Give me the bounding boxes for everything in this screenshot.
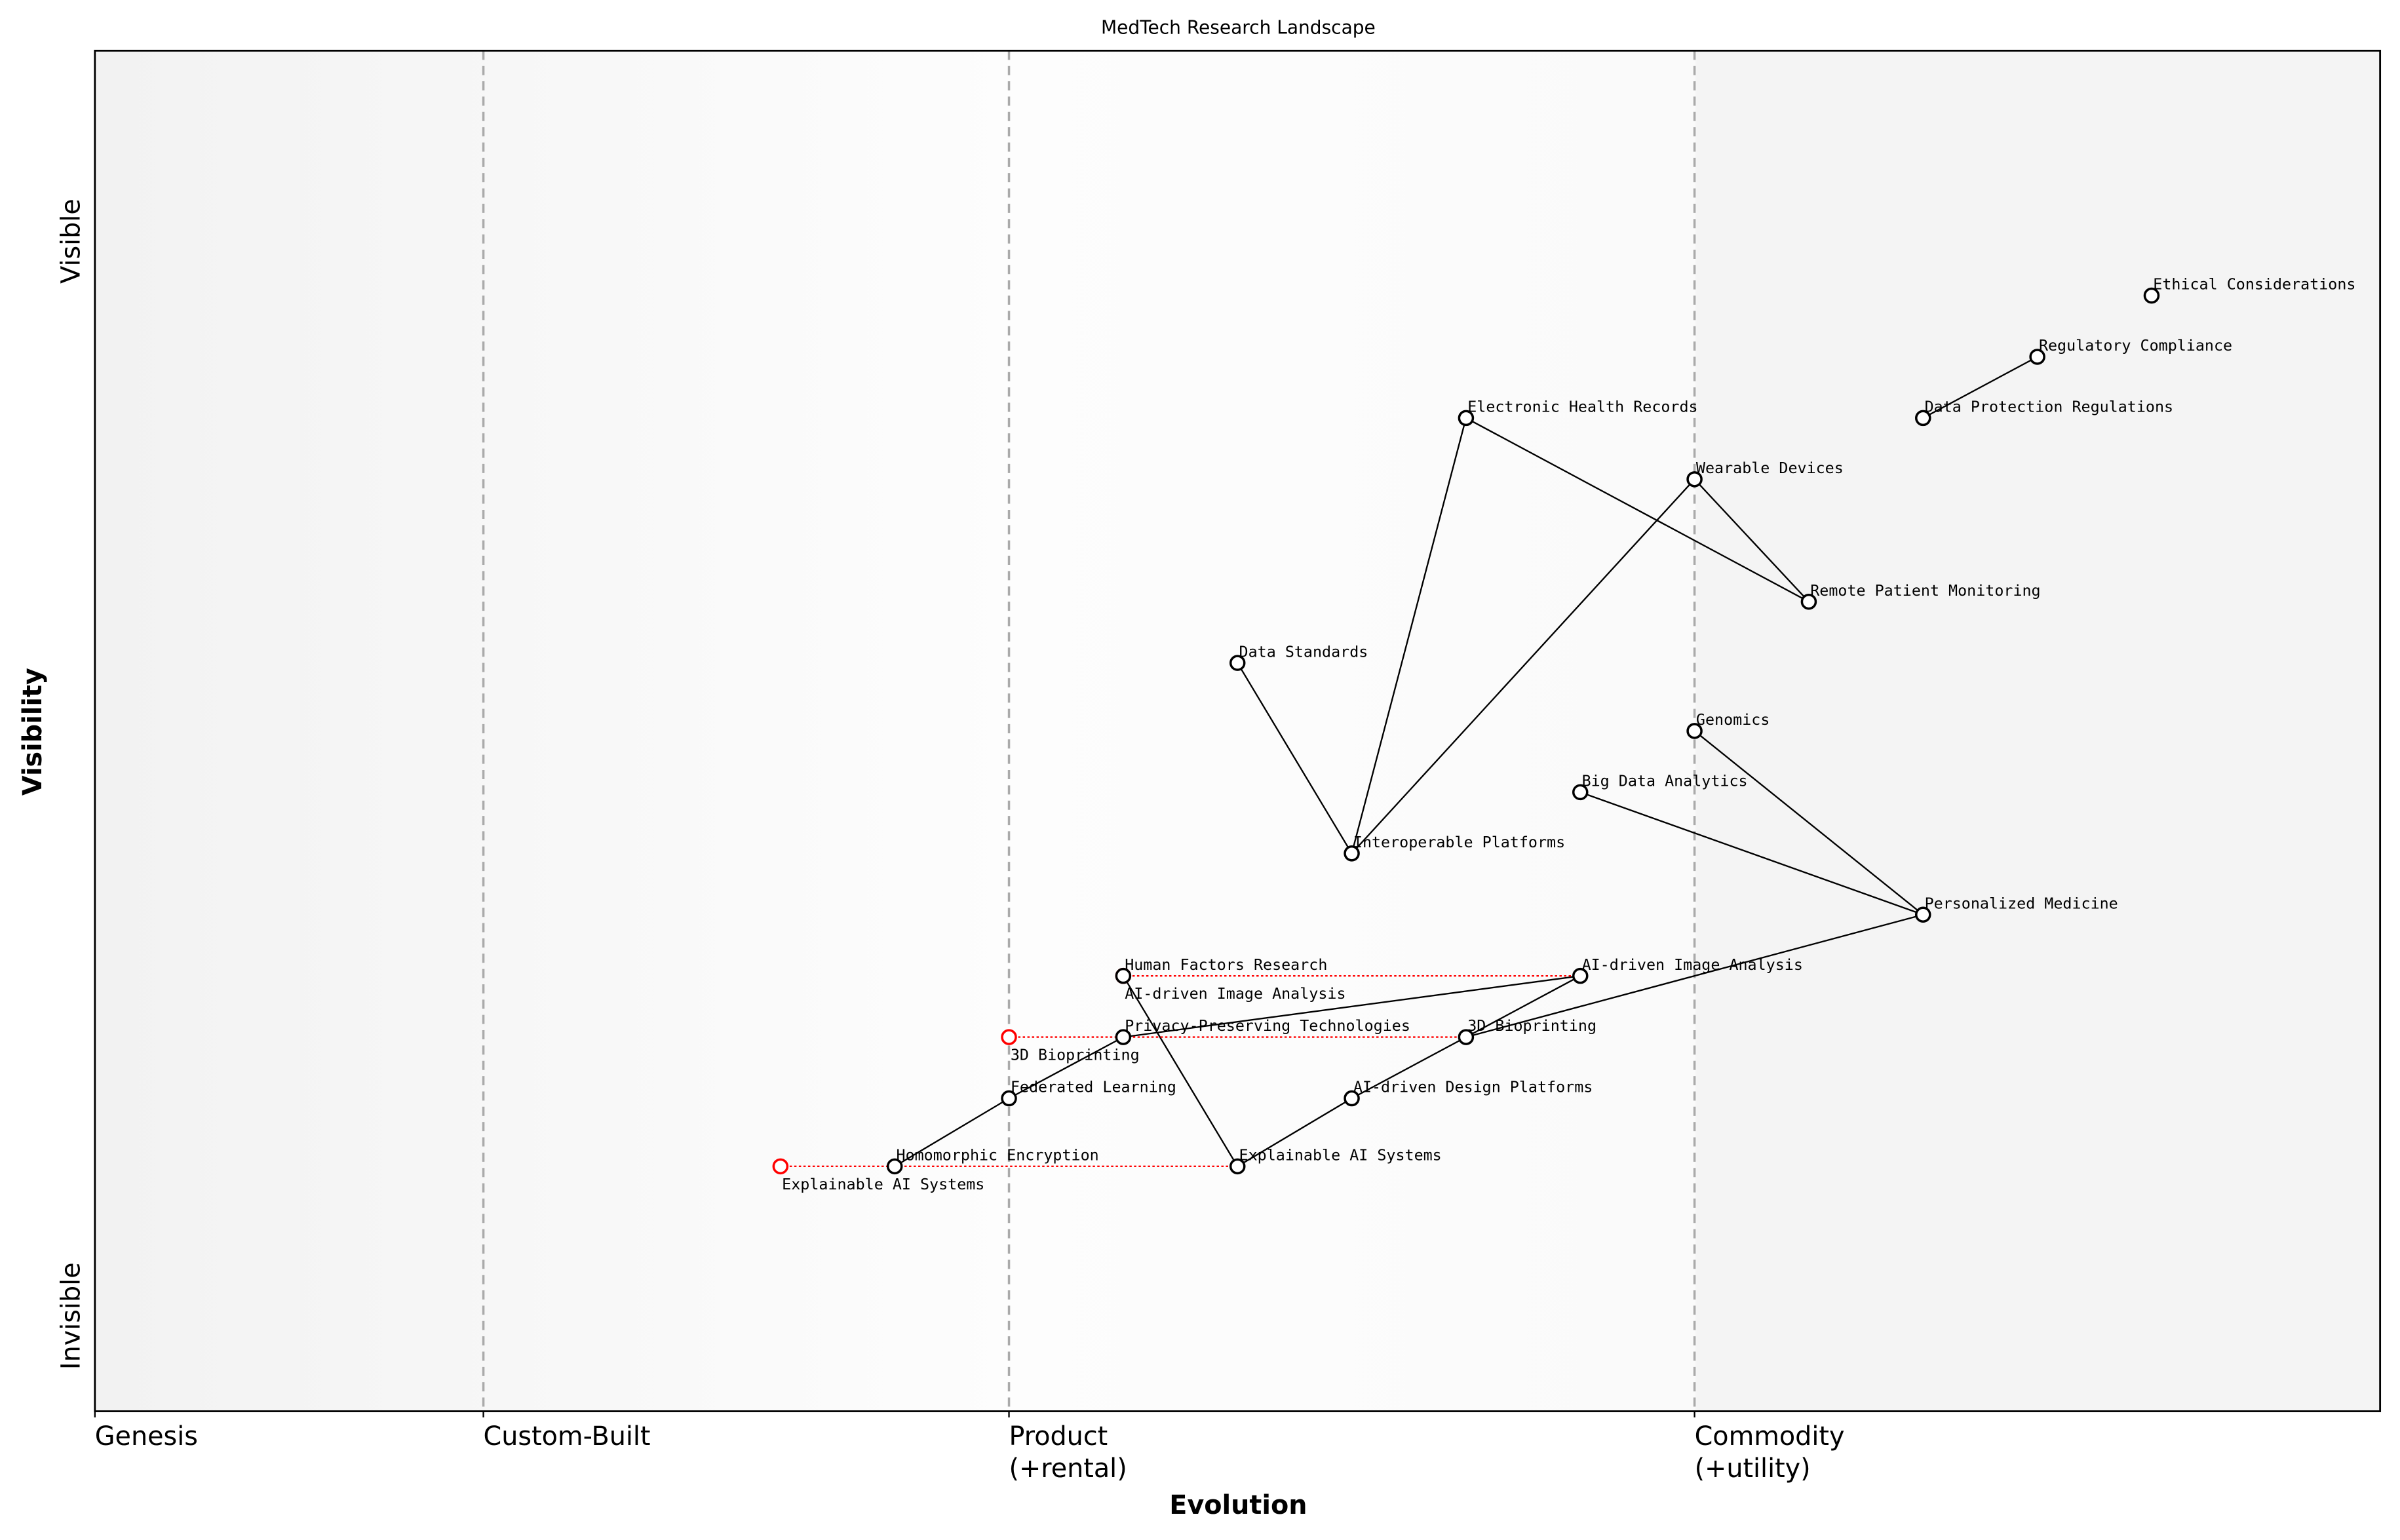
component-point [1458, 1029, 1475, 1045]
component-point [1001, 1090, 1017, 1107]
x-axis-label: Evolution [1169, 1490, 1307, 1520]
x-tick-label: Commodity (+utility) [1695, 1421, 1845, 1484]
evolution-label: Explainable AI Systems [782, 1175, 984, 1193]
component-label: Electronic Health Records [1467, 398, 1697, 416]
x-tick-label: Genesis [95, 1421, 198, 1452]
evolution-label: 3D Bioprinting [1011, 1046, 1140, 1064]
component-label: Genomics [1696, 710, 1770, 729]
link-line [1123, 975, 1581, 1038]
component-point [1115, 1029, 1132, 1045]
component-point [1800, 593, 1817, 610]
component-label: Homomorphic Encryption [897, 1145, 1099, 1164]
link-line [1237, 1098, 1353, 1167]
component-label: Explainable AI Systems [1239, 1145, 1442, 1164]
chart-title: MedTech Research Landscape [1101, 17, 1376, 39]
component-point [1344, 845, 1360, 862]
link-line [1008, 1036, 1124, 1100]
component-label: 3D Bioprinting [1467, 1016, 1597, 1035]
component-point [2143, 287, 2160, 304]
link-line [1694, 478, 1810, 603]
evolution-point [772, 1158, 789, 1175]
component-point [1915, 410, 1931, 427]
component-label: Interoperable Platforms [1353, 833, 1565, 851]
link-line [1465, 417, 1810, 603]
evolution-label: AI-driven Image Analysis [1125, 984, 1345, 1003]
link-line [894, 1098, 1010, 1167]
plot-area [94, 50, 2380, 1412]
component-point [1458, 410, 1475, 427]
link-line [1579, 791, 1924, 915]
link-line [1465, 975, 1581, 1038]
component-label: AI-driven Image Analysis [1582, 955, 1803, 974]
component-label: Human Factors Research [1125, 955, 1327, 974]
component-point [1229, 655, 1246, 671]
link-line [1694, 730, 1924, 915]
x-tick-label: Product (+rental) [1009, 1421, 1127, 1484]
component-point [1229, 1158, 1246, 1175]
component-label: Remote Patient Monitoring [1810, 581, 2040, 600]
component-label: Personalized Medicine [1925, 894, 2118, 912]
component-label: Wearable Devices [1696, 459, 1844, 477]
component-label: AI-driven Design Platforms [1353, 1078, 1593, 1096]
component-label: Data Protection Regulations [1925, 398, 2173, 416]
component-point [1686, 723, 1703, 739]
component-label: Federated Learning [1011, 1078, 1176, 1096]
link-line [1237, 663, 1353, 854]
component-point [1572, 784, 1589, 801]
component-point [886, 1158, 903, 1175]
component-point [1686, 471, 1703, 488]
component-label: Data Standards [1239, 642, 1368, 661]
x-tick-label: Custom-Built [484, 1421, 651, 1452]
link-line [1351, 1036, 1467, 1100]
component-label: Ethical Considerations [2153, 275, 2355, 294]
component-point [1572, 967, 1589, 984]
link-line [1351, 478, 1695, 855]
component-point [1344, 1090, 1360, 1107]
component-point [1915, 906, 1931, 923]
link-line [1122, 975, 1239, 1167]
component-point [1115, 967, 1132, 984]
link-line [1351, 417, 1467, 854]
component-label: Privacy-Preserving Technologies [1125, 1016, 1410, 1035]
y-tick-label: Invisible [56, 1262, 86, 1370]
plot-frame [94, 49, 2382, 1412]
link-line [1922, 356, 2038, 419]
component-label: Big Data Analytics [1582, 772, 1748, 790]
component-point [2029, 349, 2045, 365]
component-label: Regulatory Compliance [2039, 336, 2232, 355]
evolution-point [1001, 1029, 1017, 1045]
y-axis-label: Visibility [18, 668, 48, 796]
y-tick-label: Visible [56, 199, 86, 284]
link-line [1465, 914, 1924, 1038]
